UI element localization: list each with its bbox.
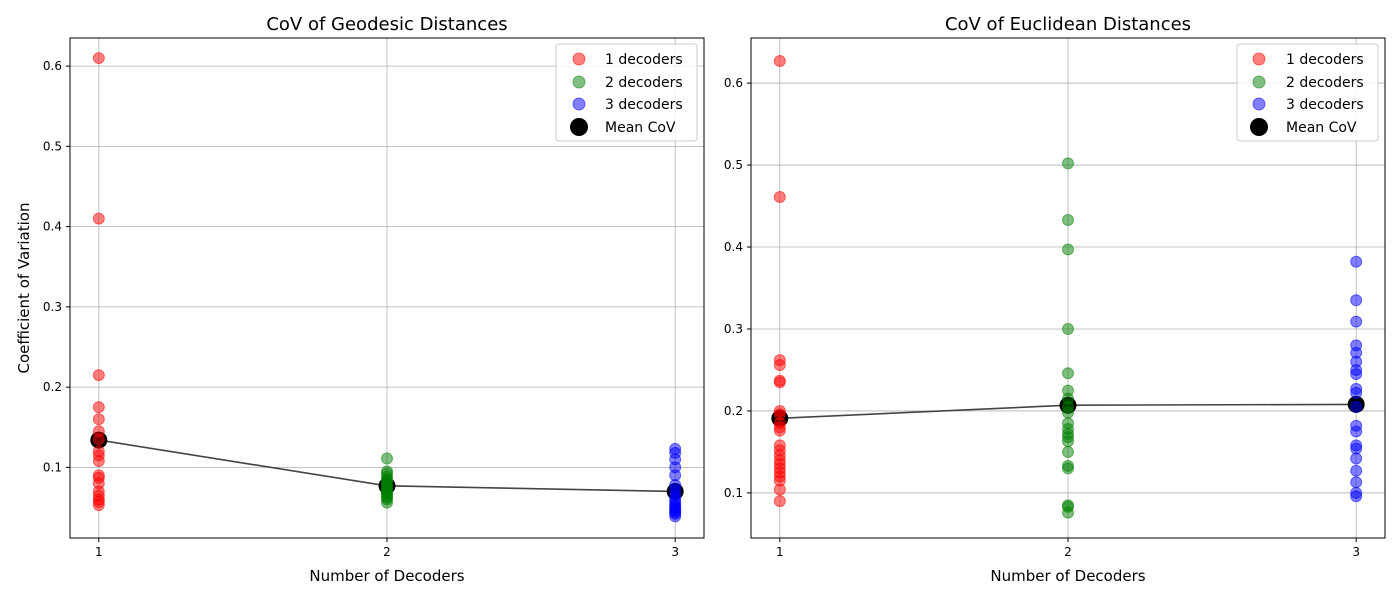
legend-label-mean-cov: Mean CoV [1286,120,1357,136]
point-2-decoders [1062,367,1074,380]
point-1-decoders [92,454,105,467]
legend-marker-3-decoders [572,97,586,111]
point-3-decoders [1350,464,1363,477]
legend-label-2-decoders: 2 decoders [605,75,683,91]
y-tick-label: 0.4 [43,220,62,234]
legend-label-mean-cov: Mean CoV [605,120,676,136]
point-1-decoders [773,483,786,496]
y-axis-label: Coefficient of Variation [15,203,33,374]
point-1-decoders [92,499,105,512]
y-tick-label: 0.3 [43,300,62,314]
legend: 1 decoders 2 decoders 3 decoders Mean Co… [555,43,698,142]
point-3-decoders [1350,315,1363,328]
data-points [773,54,1363,519]
point-2-decoders [1062,406,1074,419]
legend-marker-mean-cov [570,118,588,136]
point-2-decoders [1062,213,1074,226]
point-3-decoders [1350,368,1363,381]
point-1-decoders [92,413,105,426]
legend-marker-1-decoders [572,52,586,66]
point-2-decoders [1062,506,1074,519]
y-tick-label: 0.6 [724,76,743,90]
legend-marker-3-decoders [1252,97,1266,111]
x-tick-label: 3 [1352,545,1360,559]
y-tick-label: 0.6 [43,59,62,73]
x-axis-label: Number of Decoders [309,567,464,585]
point-2-decoders [1062,445,1074,458]
legend-marker-2-decoders [1252,75,1266,89]
euclidean-cov-chart: CoV of Euclidean Distances Number of Dec… [724,14,1386,585]
point-1-decoders [773,376,786,389]
point-1-decoders [773,191,786,204]
legend-marker-2-decoders [572,75,586,89]
point-3-decoders [669,510,682,523]
legend-label-1-decoders: 1 decoders [605,52,683,68]
point-2-decoders [1062,462,1074,475]
point-3-decoders [1350,294,1363,307]
x-tick-label: 1 [776,545,784,559]
y-tick-label: 0.3 [724,322,743,336]
chart-title: CoV of Geodesic Distances [266,14,507,35]
axis-ticks: 1 2 3 0.1 0.2 0.3 0.4 0.5 0.6 [724,76,1360,559]
point-3-decoders [1350,386,1363,399]
point-2-decoders [1062,322,1074,335]
point-3-decoders [1350,452,1363,465]
x-tick-label: 3 [671,545,679,559]
point-2-decoders [381,452,393,465]
point-2-decoders [1062,243,1074,256]
chart-title: CoV of Euclidean Distances [945,14,1191,35]
y-tick-label: 0.1 [724,486,743,500]
geodesic-cov-chart: CoV of Geodesic Distances Number of Deco… [15,14,705,585]
point-1-decoders [92,401,105,414]
legend-label-3-decoders: 3 decoders [1286,97,1364,113]
legend: 1 decoders 2 decoders 3 decoders Mean Co… [1236,43,1379,142]
point-1-decoders [773,54,786,67]
point-2-decoders [1062,157,1074,170]
legend-box [555,43,698,142]
point-3-decoders [1350,425,1363,438]
point-1-decoders [773,424,786,437]
point-3-decoders [1350,400,1363,413]
legend-label-3-decoders: 3 decoders [605,97,683,113]
data-points [92,52,682,523]
point-3-decoders [1350,255,1363,268]
y-tick-label: 0.5 [724,158,743,172]
x-tick-label: 1 [95,545,103,559]
plot-frame [69,37,705,539]
point-1-decoders [92,369,105,382]
y-tick-label: 0.2 [43,380,62,394]
point-3-decoders [1350,476,1363,489]
x-tick-label: 2 [383,545,391,559]
legend-label-2-decoders: 2 decoders [1286,75,1364,91]
y-tick-label: 0.4 [724,240,743,254]
point-1-decoders [773,495,786,508]
legend-box [1236,43,1379,142]
x-axis-label: Number of Decoders [990,567,1145,585]
legend-marker-1-decoders [1252,52,1266,66]
point-1-decoders [92,212,105,225]
axis-ticks: 1 2 3 0.1 0.2 0.3 0.4 0.5 0.6 [43,59,679,559]
point-1-decoders [92,52,105,65]
x-tick-label: 2 [1064,545,1072,559]
legend-marker-mean-cov [1250,118,1268,136]
y-tick-label: 0.1 [43,460,62,474]
y-tick-label: 0.5 [43,139,62,153]
plot-frame [750,37,1386,539]
point-1-decoders [92,433,105,446]
legend-label-1-decoders: 1 decoders [1286,52,1364,68]
y-tick-label: 0.2 [724,404,743,418]
point-3-decoders [1350,490,1363,503]
point-1-decoders [773,359,786,372]
point-2-decoders [381,496,393,509]
point-2-decoders [1062,435,1074,448]
